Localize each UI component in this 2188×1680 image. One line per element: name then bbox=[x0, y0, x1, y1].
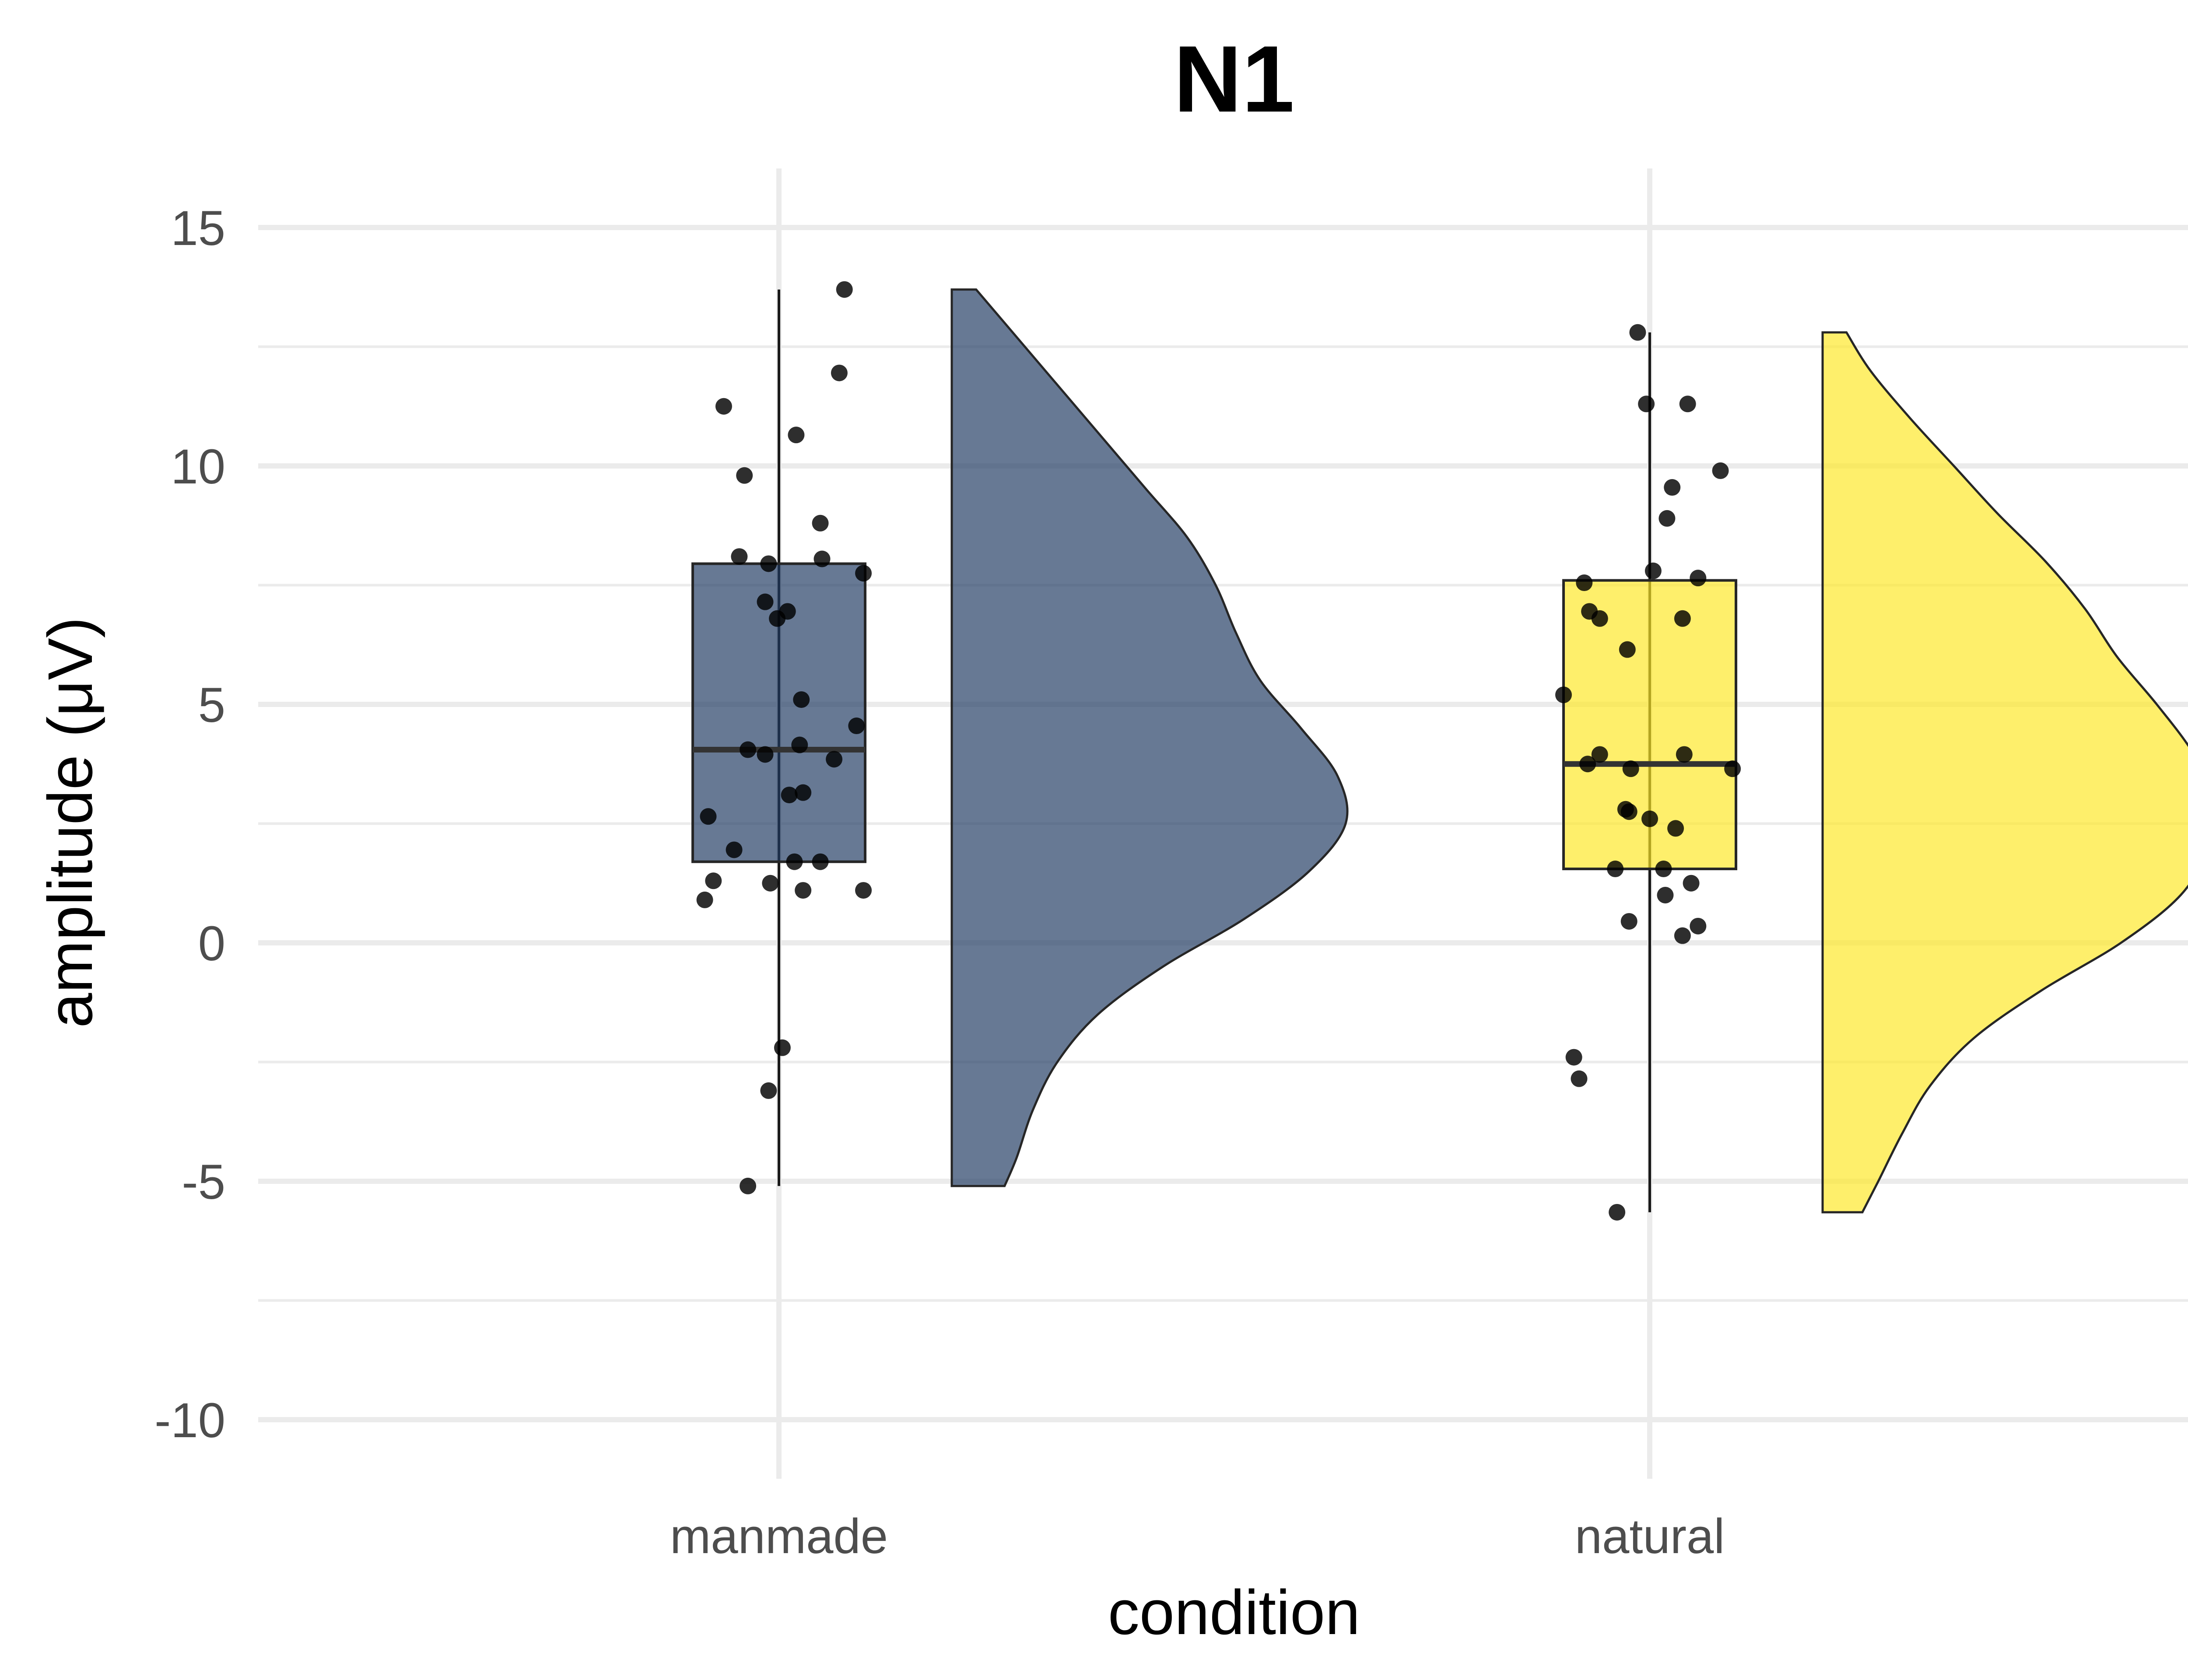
data-point-natural bbox=[1641, 810, 1658, 827]
data-point-manmade bbox=[757, 746, 774, 763]
x-tick-label: natural bbox=[1575, 1509, 1725, 1564]
y-tick-label: 0 bbox=[198, 916, 225, 971]
data-point-manmade bbox=[788, 427, 805, 444]
data-point-natural bbox=[1576, 574, 1593, 592]
data-point-manmade bbox=[836, 281, 853, 298]
y-tick-label: 5 bbox=[198, 678, 225, 732]
data-point-natural bbox=[1620, 803, 1637, 820]
data-point-natural bbox=[1579, 756, 1596, 773]
data-point-natural bbox=[1619, 641, 1636, 658]
data-point-natural bbox=[1657, 887, 1674, 903]
data-point-natural bbox=[1571, 1070, 1588, 1087]
data-point-natural bbox=[1620, 913, 1637, 930]
data-point-manmade bbox=[786, 853, 803, 870]
data-point-natural bbox=[1724, 760, 1741, 777]
data-point-natural bbox=[1607, 861, 1624, 878]
density-layer bbox=[950, 288, 2188, 1214]
x-tick-label: manmade bbox=[670, 1509, 888, 1564]
data-point-natural bbox=[1555, 686, 1572, 704]
data-point-manmade bbox=[781, 787, 798, 804]
data-point-natural bbox=[1679, 396, 1696, 413]
data-point-manmade bbox=[793, 691, 810, 708]
chart-title: N1 bbox=[1174, 26, 1294, 132]
data-point-manmade bbox=[791, 736, 808, 753]
data-point-manmade bbox=[831, 364, 848, 382]
data-point-manmade bbox=[774, 1039, 791, 1056]
data-point-manmade bbox=[855, 565, 872, 582]
data-point-natural bbox=[1609, 1204, 1626, 1221]
data-point-natural bbox=[1622, 760, 1639, 777]
data-point-natural bbox=[1667, 820, 1684, 837]
data-point-manmade bbox=[762, 875, 779, 892]
data-point-manmade bbox=[700, 808, 717, 825]
data-point-manmade bbox=[795, 882, 812, 899]
y-tick-label: 10 bbox=[171, 439, 225, 494]
y-tick-label: -5 bbox=[182, 1155, 225, 1209]
data-point-natural bbox=[1645, 562, 1662, 579]
box-manmade bbox=[691, 562, 866, 863]
data-point-manmade bbox=[736, 467, 753, 484]
data-point-natural bbox=[1712, 462, 1729, 479]
data-point-natural bbox=[1690, 570, 1707, 587]
labels-layer: N1 condition amplitude (μV) 15 10 5 0 -5 -10 m… bbox=[35, 26, 1725, 1648]
data-point-manmade bbox=[726, 841, 743, 858]
data-point-manmade bbox=[715, 398, 732, 415]
data-point-manmade bbox=[769, 610, 786, 627]
data-point-natural bbox=[1638, 396, 1655, 413]
data-point-manmade bbox=[740, 1177, 757, 1194]
data-point-natural bbox=[1629, 324, 1646, 341]
data-point-natural bbox=[1591, 746, 1608, 763]
data-point-manmade bbox=[812, 514, 829, 532]
data-point-manmade bbox=[855, 882, 872, 899]
data-point-natural bbox=[1674, 927, 1691, 944]
data-point-natural bbox=[1690, 917, 1707, 934]
density-cloud-natural bbox=[1821, 331, 2188, 1214]
data-point-manmade bbox=[740, 741, 757, 758]
data-point-natural bbox=[1674, 610, 1691, 627]
data-point-manmade bbox=[757, 593, 774, 610]
data-point-natural bbox=[1659, 510, 1676, 527]
data-point-manmade bbox=[705, 872, 722, 889]
data-point-manmade bbox=[848, 718, 865, 735]
density-cloud-manmade bbox=[950, 288, 1349, 1187]
boxplot-layer bbox=[691, 289, 1737, 1212]
data-point-natural bbox=[1664, 479, 1681, 496]
data-point-manmade bbox=[813, 550, 831, 567]
x-axis-title: condition bbox=[1108, 1577, 1360, 1648]
y-tick-label: 15 bbox=[171, 201, 225, 256]
data-point-manmade bbox=[696, 891, 713, 908]
points-layer bbox=[696, 281, 1741, 1221]
data-point-manmade bbox=[812, 853, 829, 870]
data-point-natural bbox=[1565, 1049, 1582, 1066]
data-point-manmade bbox=[826, 751, 843, 768]
y-tick-label: -10 bbox=[154, 1393, 225, 1448]
data-point-natural bbox=[1683, 875, 1700, 892]
data-point-manmade bbox=[760, 555, 777, 572]
data-point-manmade bbox=[731, 548, 748, 565]
data-point-natural bbox=[1655, 861, 1672, 878]
y-axis-title: amplitude (μV) bbox=[35, 617, 105, 1028]
data-point-manmade bbox=[760, 1082, 777, 1099]
data-point-natural bbox=[1591, 610, 1608, 627]
data-point-natural bbox=[1676, 746, 1693, 763]
data-point-manmade bbox=[795, 784, 812, 801]
